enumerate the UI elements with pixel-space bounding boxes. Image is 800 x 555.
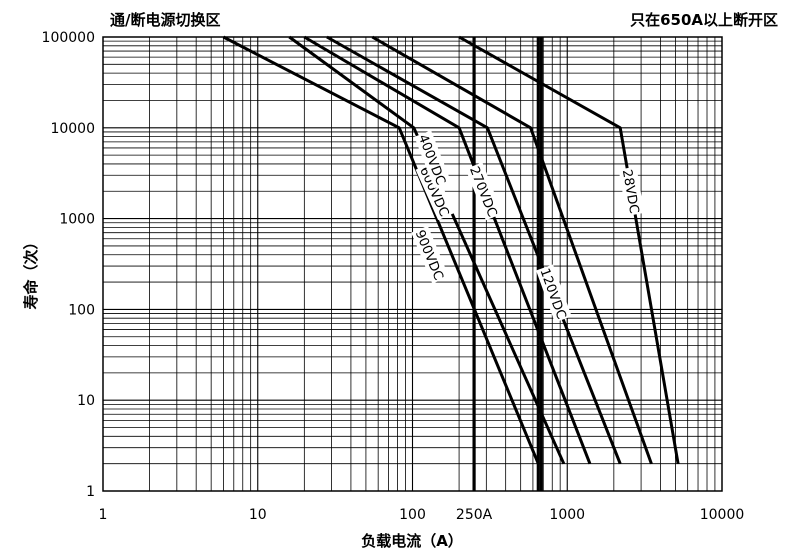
series-line-120vdc [371, 35, 653, 465]
y-tick-label: 100 [68, 302, 95, 318]
x-axis-title: 负载电流（A） [361, 532, 463, 550]
y-tick-label: 1 [86, 484, 95, 500]
y-tick-label: 10000 [50, 121, 95, 137]
grid [103, 37, 722, 491]
x-tick-label: 1 [99, 507, 108, 523]
tick-labels: 1 10 100 250A 1000 10000 1 10 100 1000 10000 100000 [42, 30, 745, 523]
series [222, 35, 680, 465]
y-axis-title: 寿命（次） [22, 234, 40, 309]
svg-text:28VDC: 28VDC [619, 168, 641, 214]
svg-text:900VDC: 900VDC [412, 228, 446, 283]
svg-text:270VDC: 270VDC [466, 165, 499, 220]
series-line-600vdc [288, 35, 566, 465]
series-label-28vdc: 28VDC [618, 166, 645, 216]
series-line-28vdc [458, 35, 680, 464]
x-tick-label: 250A [456, 507, 493, 523]
y-tick-label: 100000 [42, 30, 95, 46]
x-tick-label: 100 [399, 507, 426, 523]
y-tick-label: 1000 [59, 212, 95, 228]
y-tick-label: 10 [77, 393, 95, 409]
x-tick-label: 10000 [700, 507, 745, 523]
x-tick-label: 1000 [549, 507, 585, 523]
x-tick-label: 10 [249, 507, 267, 523]
chart-title-right: 只在650A以上断开区 [630, 11, 778, 29]
series-line-400vdc [303, 35, 592, 465]
chart-title-left: 通/断电源切换区 [110, 11, 220, 29]
series-line-900vdc [222, 35, 540, 465]
reference-lines [472, 37, 543, 491]
plot-frame [102, 36, 723, 492]
series-line-270vdc [326, 35, 622, 465]
